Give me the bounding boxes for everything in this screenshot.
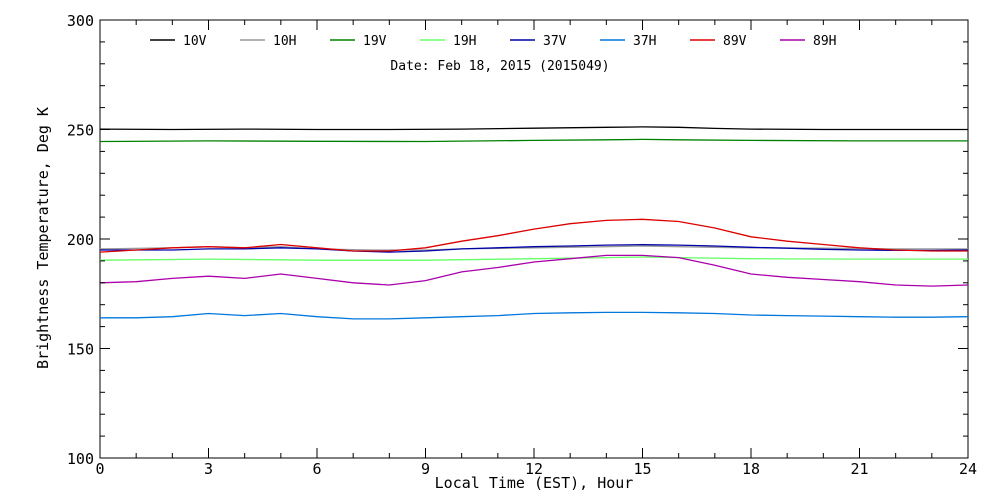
x-tick-label: 24 — [959, 460, 977, 478]
y-tick-label: 100 — [67, 450, 94, 468]
series-line-10v — [99, 126, 968, 131]
plot-area — [99, 19, 969, 459]
x-tick-label: 12 — [525, 460, 543, 478]
x-tick-label: 3 — [204, 460, 213, 478]
x-tick-label: 15 — [633, 460, 651, 478]
x-axis-label: Local Time (EST), Hour — [435, 474, 634, 492]
y-tick-label: 250 — [67, 122, 94, 140]
x-tick-label: 21 — [850, 460, 868, 478]
y-tick-label: 200 — [67, 231, 94, 249]
legend-label-10v: 10V — [183, 34, 207, 49]
series-line-37v — [100, 244, 969, 253]
series-layer — [99, 126, 969, 320]
plot-frame — [99, 19, 969, 459]
y-tick-label: 150 — [67, 341, 94, 359]
legend-label-37h: 37H — [633, 34, 656, 49]
date-annotation: Date: Feb 18, 2015 (2015049) — [390, 59, 609, 74]
legend-label-19v: 19V — [363, 34, 387, 49]
legend-label-89h: 89H — [813, 34, 836, 49]
axes-layer: 0 3 6 9 12 15 18 21 24 100 150 200 250 300 — [67, 12, 977, 478]
series-line-89v — [99, 218, 968, 253]
legend-label-37v: 37V — [543, 34, 567, 49]
x-tick-label: 0 — [95, 460, 104, 478]
legend-label-10h: 10H — [273, 34, 296, 49]
series-line-19v — [99, 138, 968, 143]
x-tick-label: 9 — [421, 460, 430, 478]
legend: 10V 10H 19V 19H 37V 37H 89V 89H — [150, 34, 836, 49]
x-tick-label: 6 — [312, 460, 321, 478]
legend-label-19h: 19H — [453, 34, 476, 49]
series-line-37h — [100, 311, 969, 320]
series-line-19h — [99, 256, 968, 261]
y-tick-label: 300 — [67, 12, 94, 30]
y-axis-label: Brightness Temperature, Deg K — [34, 107, 52, 369]
x-tick-label: 18 — [742, 460, 760, 478]
series-line-89h — [99, 254, 969, 287]
legend-label-89v: 89V — [723, 34, 747, 49]
